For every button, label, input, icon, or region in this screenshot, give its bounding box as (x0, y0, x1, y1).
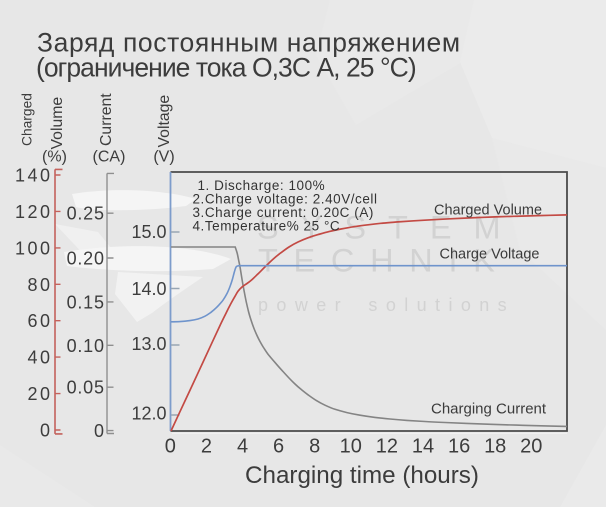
svg-text:3.Charge current: 0.20C (A): 3.Charge current: 0.20C (A) (193, 205, 374, 220)
svg-text:Current: Current (98, 93, 115, 146)
svg-text:TECHNIK: TECHNIK (258, 243, 511, 279)
svg-text:14.0: 14.0 (131, 279, 166, 299)
svg-text:0: 0 (165, 436, 176, 458)
svg-text:6: 6 (273, 436, 284, 458)
svg-text:(ограничение тока О,3С А, 25 °: (ограничение тока О,3С А, 25 °C) (36, 53, 416, 83)
svg-text:0.20: 0.20 (67, 249, 105, 269)
svg-text:80: 80 (27, 275, 52, 295)
svg-text:12.0: 12.0 (131, 404, 166, 424)
svg-text:60: 60 (27, 311, 52, 331)
svg-text:Заряд постоянным напряжением: Заряд постоянным напряжением (37, 28, 461, 58)
svg-text:2.Charge voltage: 2.40V/cell: 2.Charge voltage: 2.40V/cell (193, 192, 378, 207)
svg-text:0: 0 (40, 421, 53, 441)
svg-text:12: 12 (376, 436, 398, 458)
svg-text:20: 20 (520, 436, 542, 458)
svg-text:18: 18 (484, 436, 506, 458)
svg-text:20: 20 (27, 384, 52, 404)
svg-text:40: 40 (27, 348, 52, 368)
svg-text:0.05: 0.05 (67, 378, 105, 398)
svg-text:0: 0 (94, 421, 105, 441)
svg-text:2: 2 (201, 436, 212, 458)
svg-text:1. Discharge: 100%: 1. Discharge: 100% (198, 178, 326, 193)
svg-text:Voltage: Voltage (156, 95, 173, 148)
svg-text:SYSTEM: SYSTEM (257, 210, 523, 246)
svg-text:8: 8 (309, 436, 320, 458)
svg-text:Charge Voltage: Charge Voltage (440, 247, 540, 263)
svg-text:4.Temperature% 25 °C: 4.Temperature% 25 °C (193, 219, 341, 234)
svg-text:100: 100 (15, 238, 53, 258)
svg-text:0.15: 0.15 (67, 292, 105, 312)
svg-text:10: 10 (340, 436, 362, 458)
svg-text:140: 140 (15, 166, 53, 186)
svg-text:14: 14 (412, 436, 434, 458)
svg-text:0.25: 0.25 (67, 204, 105, 224)
svg-text:Charged: Charged (20, 93, 35, 146)
svg-text:(%): (%) (42, 149, 67, 166)
svg-text:13.0: 13.0 (131, 334, 166, 354)
svg-text:(V): (V) (153, 149, 174, 166)
svg-text:4: 4 (237, 436, 248, 458)
svg-text:120: 120 (15, 202, 53, 222)
svg-text:Volume: Volume (49, 97, 66, 150)
svg-text:Charging time (hours): Charging time (hours) (245, 462, 479, 489)
svg-text:15.0: 15.0 (131, 222, 166, 242)
svg-text:0.10: 0.10 (67, 336, 105, 356)
svg-text:power solutions: power solutions (258, 295, 515, 315)
svg-text:Charged Volume: Charged Volume (434, 203, 542, 219)
svg-text:Charging Current: Charging Current (431, 401, 547, 418)
svg-text:16: 16 (448, 436, 470, 458)
svg-text:(CA): (CA) (93, 149, 126, 166)
